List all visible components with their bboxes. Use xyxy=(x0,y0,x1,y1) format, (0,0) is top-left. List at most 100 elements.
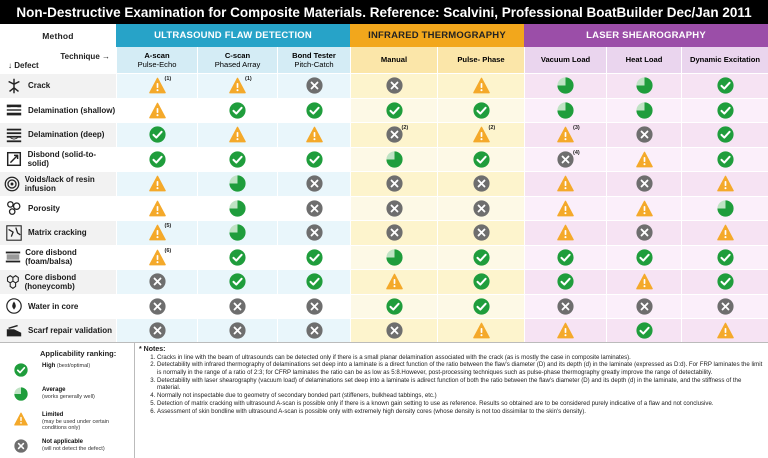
voids-icon xyxy=(0,172,25,196)
not-applicable-x-icon xyxy=(472,224,490,241)
notes-list: Cracks in line with the beam of ultrasou… xyxy=(149,354,765,416)
defect-row-label: Scarf repair validation xyxy=(0,318,116,343)
matrix-cell xyxy=(437,73,524,98)
core-disbond-foam-icon xyxy=(0,246,25,270)
legend-description: (will not detect the defect) xyxy=(42,445,105,452)
notes-section: * Notes: Cracks in line with the beam of… xyxy=(135,343,765,458)
matrix-cell xyxy=(350,73,437,98)
matrix-cell xyxy=(681,195,768,220)
matrix-cell: (2) xyxy=(350,122,437,147)
not-applicable-x-icon xyxy=(385,175,403,192)
matrix-cell xyxy=(116,293,197,318)
legend-description: (works generally well) xyxy=(42,393,95,400)
not-applicable-x-icon xyxy=(635,175,653,192)
note-item: Detection of matrix cracking with ultras… xyxy=(157,400,765,408)
column-subtitle: Pulse-Echo xyxy=(137,60,177,69)
divider xyxy=(0,342,768,343)
matrix-cell xyxy=(524,171,606,196)
column-name: Bond Tester xyxy=(292,51,336,60)
footnote-marker: (4) xyxy=(573,149,580,156)
porosity-icon xyxy=(0,197,28,221)
matrix-cell xyxy=(606,269,681,294)
matrix-cell xyxy=(681,122,768,147)
matrix-cell xyxy=(116,97,197,122)
high-check-icon xyxy=(716,151,734,168)
matrix-cell xyxy=(197,318,277,343)
water-in-core-icon xyxy=(0,295,28,319)
matrix-cell xyxy=(437,244,524,269)
limited-warning-icon xyxy=(557,224,574,241)
high-check-icon xyxy=(472,151,490,168)
matrix-cell xyxy=(277,122,350,147)
footnote-marker: (2) xyxy=(488,125,496,131)
high-check-icon xyxy=(472,249,490,266)
legend-item: High (best/optimal) xyxy=(14,363,90,377)
matrix-cell xyxy=(437,195,524,220)
limited-warning-icon xyxy=(148,249,166,266)
high-check-icon xyxy=(229,151,246,168)
matrix-cell xyxy=(524,220,606,245)
matrix-cell xyxy=(524,195,606,220)
defect-row-label: Porosity xyxy=(0,195,116,221)
not-applicable-x-icon xyxy=(14,439,28,453)
defect-row-label: Core disbond (honeycomb) xyxy=(0,269,116,294)
method-header: Method xyxy=(0,24,116,47)
defect-row-label: Core disbond (foam/balsa) xyxy=(0,244,116,270)
not-applicable-x-icon xyxy=(635,224,653,241)
not-applicable-x-icon xyxy=(229,298,246,315)
average-pie-icon xyxy=(385,151,403,168)
limited-warning-icon xyxy=(716,322,734,339)
limited-warning-icon xyxy=(385,273,403,290)
high-check-icon xyxy=(635,249,653,266)
not-applicable-x-icon xyxy=(716,298,734,315)
not-applicable-x-icon xyxy=(305,200,323,217)
legend-title: Applicability ranking: xyxy=(40,349,117,358)
average-pie-icon xyxy=(229,200,246,217)
footnote-marker: (6) xyxy=(164,247,172,254)
matrix-cell xyxy=(606,244,681,269)
delamination-shallow-icon xyxy=(0,99,28,123)
matrix-cell xyxy=(277,97,350,122)
average-pie-icon xyxy=(14,387,28,401)
high-check-icon xyxy=(305,273,323,290)
not-applicable-x-icon xyxy=(635,298,653,315)
matrix-cell xyxy=(437,146,524,171)
high-check-icon xyxy=(716,273,734,290)
limited-warning-icon xyxy=(148,102,166,119)
high-check-icon xyxy=(716,249,734,266)
defect-name: Core disbond (honeycomb) xyxy=(24,272,77,291)
column-header: Manual xyxy=(350,47,437,73)
legend-label: Limited xyxy=(42,412,64,418)
limited-warning-icon xyxy=(148,200,166,217)
high-check-icon xyxy=(305,102,323,119)
matrix-cell xyxy=(524,244,606,269)
matrix-cell xyxy=(197,171,277,196)
footnote-marker: (1) xyxy=(245,76,252,82)
matrix-cell xyxy=(606,293,681,318)
average-pie-icon xyxy=(557,77,574,94)
limited-warning-icon xyxy=(472,77,490,94)
legend: Applicability ranking: High (best/optima… xyxy=(0,343,134,458)
legend-label: Average xyxy=(42,387,66,393)
defect-name: Crack xyxy=(28,81,51,91)
column-name: Pulse- Phase xyxy=(457,55,505,64)
matrix-cell xyxy=(197,195,277,220)
notes-title: * Notes: xyxy=(139,346,166,353)
technique-defect-label: Technique → ↓ Defect xyxy=(0,47,116,73)
matrix-cell xyxy=(524,73,606,98)
footnote-marker: (5) xyxy=(164,223,172,229)
average-pie-icon xyxy=(229,175,246,192)
column-subtitle: Phased Array xyxy=(214,60,261,69)
matrix-cell xyxy=(524,269,606,294)
matrix-cell xyxy=(681,293,768,318)
not-applicable-x-icon xyxy=(385,322,403,339)
crack-icon xyxy=(0,74,28,98)
high-check-icon xyxy=(716,102,734,119)
footnote-marker: (1) xyxy=(164,76,172,82)
matrix-cell: (5) xyxy=(116,220,197,245)
limited-warning-icon xyxy=(557,322,574,339)
defect-name: Matrix cracking xyxy=(28,228,87,238)
not-applicable-x-icon xyxy=(148,298,166,315)
not-applicable-x-icon xyxy=(385,126,403,143)
matrix-cell xyxy=(277,269,350,294)
